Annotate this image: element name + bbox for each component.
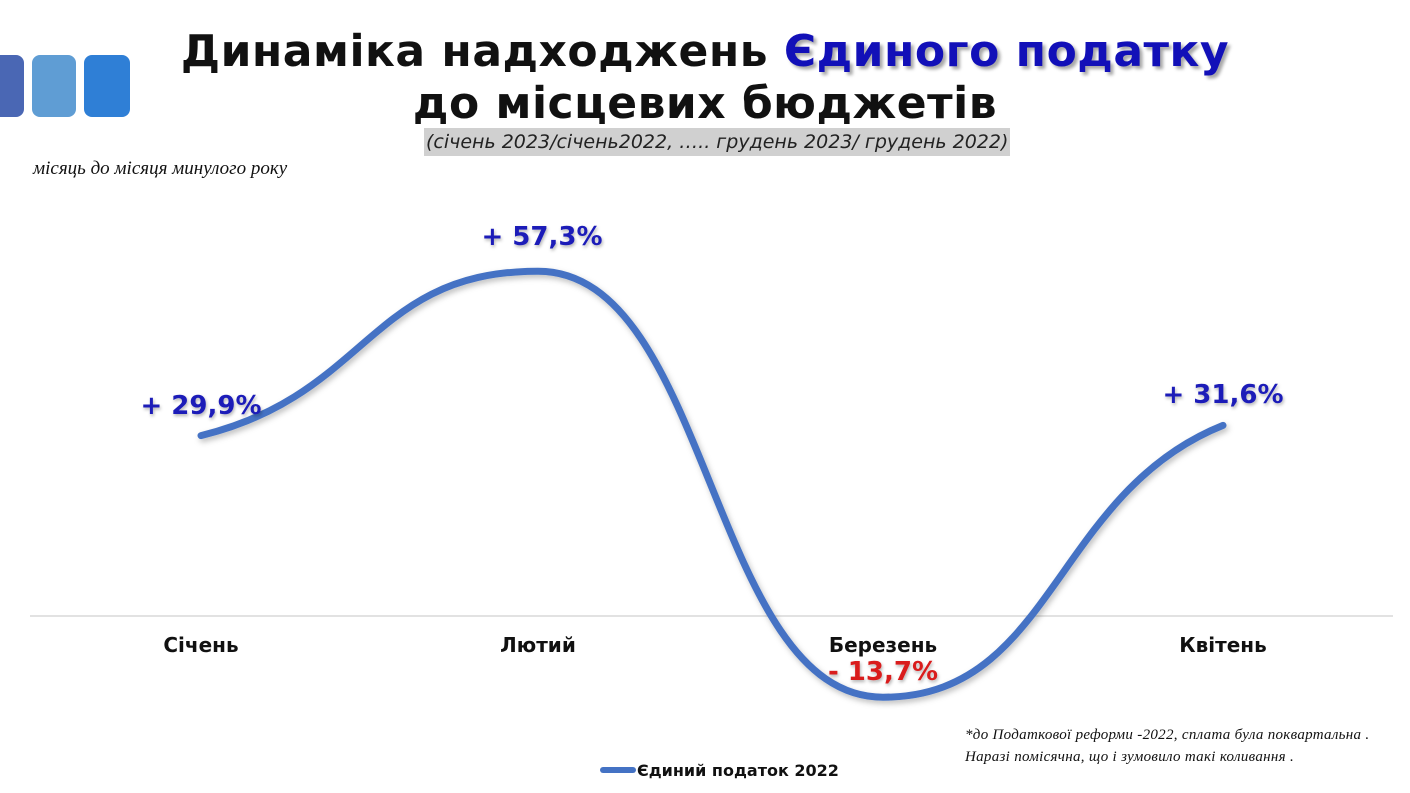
category-labels: Січень Лютий Березень Квітень — [163, 633, 1266, 657]
data-label: - 13,7% — [828, 657, 938, 687]
decor-bar-2 — [32, 55, 76, 117]
footnote-line-1: *до Податкової реформи -2022, сплата бул… — [965, 727, 1370, 743]
decor-bar-3 — [84, 55, 130, 117]
x-tick-label: Квітень — [1179, 633, 1266, 657]
data-label: + 31,6% — [1162, 380, 1283, 410]
x-tick-label: Лютий — [500, 633, 576, 657]
footnote: *до Податкової реформи -2022, сплата бул… — [965, 724, 1405, 768]
page-title-line2: до місцевих бюджетів — [412, 78, 998, 129]
title-accent: Єдиного податку — [783, 26, 1230, 77]
x-tick-label: Січень — [163, 633, 238, 657]
footnote-line-2: Наразі помісячна, що і зумовило такі кол… — [965, 749, 1294, 765]
x-tick-label: Березень — [829, 633, 937, 657]
data-label: + 57,3% — [481, 222, 602, 252]
legend: Єдиний податок 2022 — [600, 761, 839, 780]
legend-label: Єдиний податок 2022 — [637, 761, 839, 780]
series-group — [197, 267, 1227, 701]
data-label: + 29,9% — [140, 391, 261, 421]
title-prefix: Динаміка надходжень — [180, 26, 784, 77]
series-line — [197, 267, 1227, 701]
subtitle: (січень 2023/січень2022, ….. грудень 202… — [424, 128, 1011, 156]
value-labels: + 29,9% + 57,3% - 13,7% + 31,6% — [140, 222, 1283, 687]
period-note: місяць до місяця минулого року — [33, 158, 288, 179]
decor-bar-1 — [0, 55, 24, 117]
page-title: Динаміка надходжень Єдиного податку — [0, 26, 1410, 78]
